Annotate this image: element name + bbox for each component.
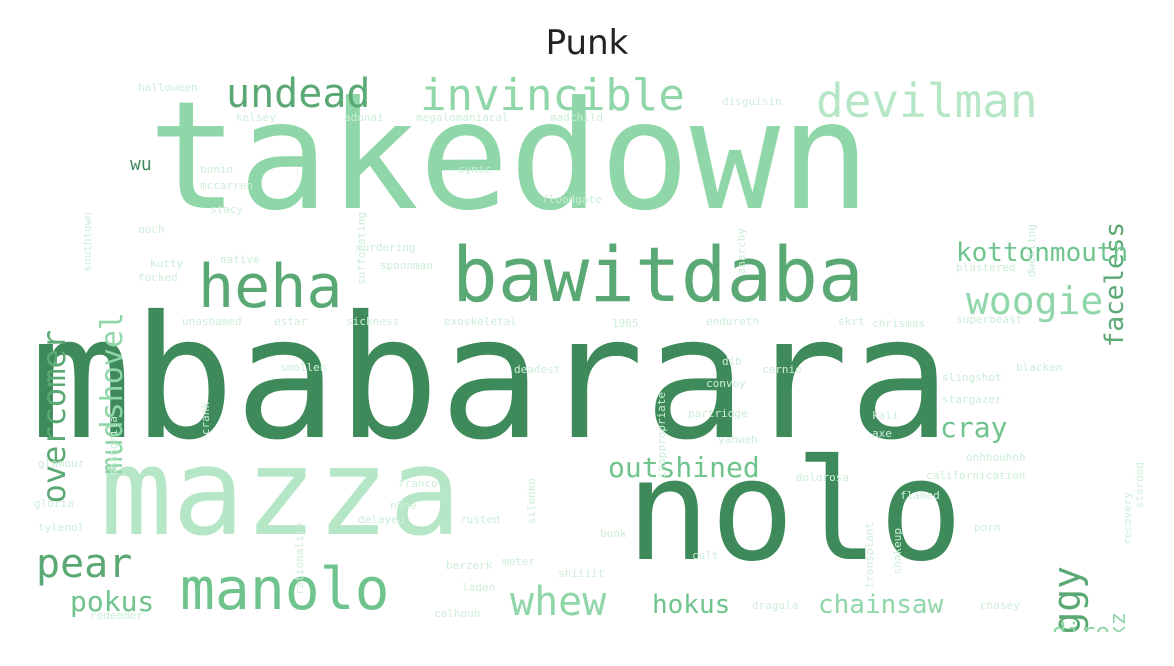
cloud-word: outshined [608,451,760,484]
cloud-word: heha [198,252,343,322]
cloud-word: sickness [346,315,399,328]
cloud-word: smollen [280,361,327,374]
cloud-word: pear [36,541,133,587]
cloud-word: cult [692,549,719,562]
cloud-word: tylenol [38,521,85,534]
cloud-word: kutty [150,257,184,270]
cloud-word: kottonmouth [956,238,1129,268]
cloud-word: porn [974,521,1001,534]
cloud-word: crank [199,402,212,436]
cloud-word: manolo [180,555,390,623]
cloud-word: woogie [966,279,1104,323]
cloud-word: chrismas [872,317,925,330]
cloud-word: dire [1052,618,1110,632]
cloud-word: dib [722,355,742,368]
cloud-word: shakeup [891,528,904,575]
cloud-word: mazza [100,424,462,563]
cloud-word: disguisin [722,95,782,108]
cloud-word: rusted [460,513,500,526]
cloud-word: anarchy [735,228,748,275]
cloud-word: chasey [980,599,1020,612]
cloud-word: skrt [838,315,865,328]
cloud-word: native [220,253,260,266]
cloud-word: convoy [706,377,746,390]
cloud-word: undead [226,72,371,117]
cloud-word: franco [398,477,438,490]
cloud-word: cynic [458,163,492,176]
cloud-word: takedown [148,72,871,244]
cloud-word: floodgate [542,193,602,206]
cloud-word: redeemer [90,609,143,622]
cloud-word: devilman [816,74,1038,128]
cloud-word: dwelling [1025,224,1038,277]
cloud-word: kelsey [236,111,276,124]
cloud-word: dolorosa [796,471,849,484]
cloud-word: murdering [356,241,416,254]
cloud-word: delayed [358,513,405,526]
cloud-word: stacy [210,203,244,216]
cloud-word: overcomer [35,330,73,504]
cloud-word: halloween [138,81,198,94]
word-cloud: takedown mbabarara mazza nolo bawitdaba heha m… [30,72,1144,633]
cloud-word: shangrila [107,416,120,476]
cloud-word: silenko [525,478,538,525]
cloud-word: stardog [1133,462,1144,509]
cloud-word: californication [926,469,1026,482]
cloud-word: slingshot [942,371,1002,384]
cloud-word: superbeast [956,313,1023,326]
cloud-word: blacken [1016,361,1063,374]
cloud-word: plastered [956,261,1016,274]
cloud-word: againxz [1106,612,1131,632]
cloud-word: estar [274,315,308,328]
cloud-word: exoskeletal [444,315,517,328]
cloud-word: fucked [138,271,178,284]
cloud-word: endureth [706,315,759,328]
cloud-word: kali [872,409,899,422]
cloud-word: meter [502,555,536,568]
cloud-word: carnie [762,363,802,376]
cloud-word: pokus [70,585,155,618]
cloud-word: ohhhouhhh [966,451,1026,464]
cloud-word: wu [130,154,152,175]
cloud-word: ouch [138,223,165,236]
cloud-word: partridge [688,407,748,420]
cloud-word: stargazer [942,393,1002,406]
cloud-word: mbabarara [30,280,952,478]
cloud-word: chainsaw [818,590,944,620]
cloud-word: berzerk [446,559,493,572]
cloud-word: bawitdaba [452,230,864,319]
cloud-word: laden [462,581,496,594]
cloud-word: inappropriate [655,392,668,479]
cloud-word: axe [872,427,892,440]
chart-title: Punk [545,23,629,63]
cloud-word: gloria [34,497,74,510]
cloud-word: shiiiit [558,567,605,580]
cloud-word: madchild [550,111,603,124]
cloud-word: 1965 [612,317,639,330]
cloud-word: bunk [600,527,627,540]
cloud-word: megalomaniacal [416,111,509,124]
cloud-word: whew [510,579,607,625]
cloud-word: calhoun [434,607,481,620]
cloud-word: southtown [81,212,94,272]
cloud-word: cray [940,411,1008,444]
cloud-word: dragula [752,599,799,612]
cloud-word: recovery [1121,492,1134,545]
cloud-word: bonin [200,163,234,176]
cloud-word: deadest [514,363,561,376]
cloud-word: spoonman [380,259,433,272]
cloud-word: mccarren [200,179,253,192]
cloud-word: yahweh [718,433,758,446]
cloud-word: rationality [293,522,306,595]
cloud-word: invincible [420,72,685,121]
cloud-word: nolo [626,430,964,593]
cloud-word: hokus [652,590,731,620]
cloud-word: n9ne [390,499,417,512]
cloud-word: flamed [900,489,940,502]
cloud-word: transplant [863,522,876,589]
cloud-word: adonai [344,111,384,124]
cloud-word: glamour [38,457,85,470]
cloud-word: unashamed [182,315,242,328]
